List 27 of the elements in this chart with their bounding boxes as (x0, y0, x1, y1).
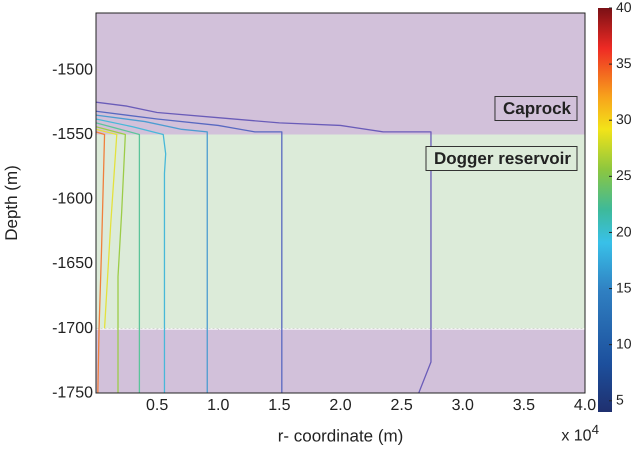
y-tick-label: -1650 (52, 255, 94, 272)
color-bar-label: 40 (616, 0, 632, 15)
x-tick-label: 2.5 (390, 397, 413, 414)
x-axis-title: r- coordinate (m) (278, 426, 404, 446)
x-tick-label: 3.0 (452, 397, 474, 414)
x-tick-label: 1.5 (268, 397, 291, 414)
color-bar-label: 35 (616, 54, 632, 71)
color-bar-label: 15 (616, 279, 632, 296)
color-bar-label: 25 (616, 167, 632, 184)
y-tick-label: -1500 (52, 61, 94, 78)
color-bar-label: 10 (616, 336, 632, 352)
y-axis-title: Depth (m) (2, 165, 21, 241)
x-tick-label: 2.0 (329, 397, 352, 414)
y-tick-label: -1600 (52, 190, 94, 208)
x-tick-label: 3.5 (512, 397, 536, 414)
x-tick-label: 0.5 (146, 397, 168, 414)
color-bar-label: 20 (616, 223, 632, 240)
text: x 10$^{4}$ (561, 422, 599, 446)
x-tick-label: 1.0 (207, 397, 230, 414)
color-bar-label: 5 (616, 392, 624, 408)
y-tick-label: -1750 (52, 384, 94, 402)
y-tick-label: -1550 (52, 126, 94, 143)
x-tick-label: 4.0 (574, 397, 596, 414)
color-bar-label: 30 (616, 111, 632, 128)
band-label: Caprock (502, 99, 572, 118)
band-label: Dogger reservoir (434, 149, 572, 168)
y-tick-label: -1700 (52, 320, 94, 337)
